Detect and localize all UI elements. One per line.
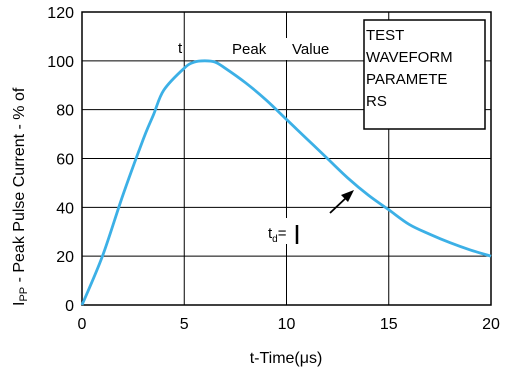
legend-line-3: PARAMETE bbox=[366, 71, 447, 88]
plot-frame bbox=[81, 11, 492, 306]
x-tick-labels: 0 5 10 15 20 bbox=[78, 316, 500, 333]
y-axis-label-sub: PP bbox=[18, 287, 30, 302]
peak-label-bg bbox=[230, 38, 342, 60]
peak-label: Peak bbox=[232, 41, 267, 58]
y-tick-label: 120 bbox=[47, 5, 74, 22]
value-label: Value bbox=[292, 41, 329, 58]
td-sub: d bbox=[272, 234, 278, 245]
x-tick-label: 0 bbox=[78, 316, 87, 333]
y-axis-label-i: I bbox=[11, 302, 28, 306]
x-tick-label: 10 bbox=[278, 316, 296, 333]
y-axis-label-rest: - Peak Pulse Current - % of bbox=[11, 87, 28, 287]
t-label: t bbox=[178, 40, 183, 57]
td-arrow-head bbox=[341, 190, 354, 202]
td-label-bg bbox=[262, 218, 328, 244]
y-tick-label: 0 bbox=[65, 298, 74, 315]
y-tick-label: 20 bbox=[56, 249, 74, 266]
x-tick-label: 5 bbox=[180, 316, 189, 333]
td-t: t bbox=[268, 225, 273, 242]
legend-line-2: WAVEFORM bbox=[366, 49, 453, 66]
series bbox=[80, 59, 492, 306]
y-axis-label: IPP - Peak Pulse Current - % of bbox=[11, 87, 30, 306]
legend-line-4: RS bbox=[366, 93, 387, 110]
y-tick-label: 40 bbox=[56, 200, 74, 217]
series-line-0 bbox=[80, 59, 492, 306]
y-tick-label: 100 bbox=[47, 54, 74, 71]
legend-box-frame bbox=[363, 19, 486, 130]
x-axis-label: t-Time(μs) bbox=[250, 350, 323, 367]
legend-box: TEST WAVEFORM PARAMETE RS bbox=[363, 19, 486, 130]
legend-line-1: TEST bbox=[366, 27, 404, 44]
annotations: t Peak Value TEST WAVEFORM PARAMETE RS t… bbox=[178, 19, 486, 245]
y-tick-labels: 0 20 40 60 80 100 120 bbox=[47, 5, 74, 315]
td-label: td= bbox=[268, 225, 287, 245]
td-eq: = bbox=[278, 225, 287, 242]
x-tick-label: 20 bbox=[482, 316, 500, 333]
x-tick-label: 15 bbox=[380, 316, 398, 333]
y-tick-label: 60 bbox=[56, 152, 74, 169]
y-tick-label: 80 bbox=[56, 103, 74, 120]
